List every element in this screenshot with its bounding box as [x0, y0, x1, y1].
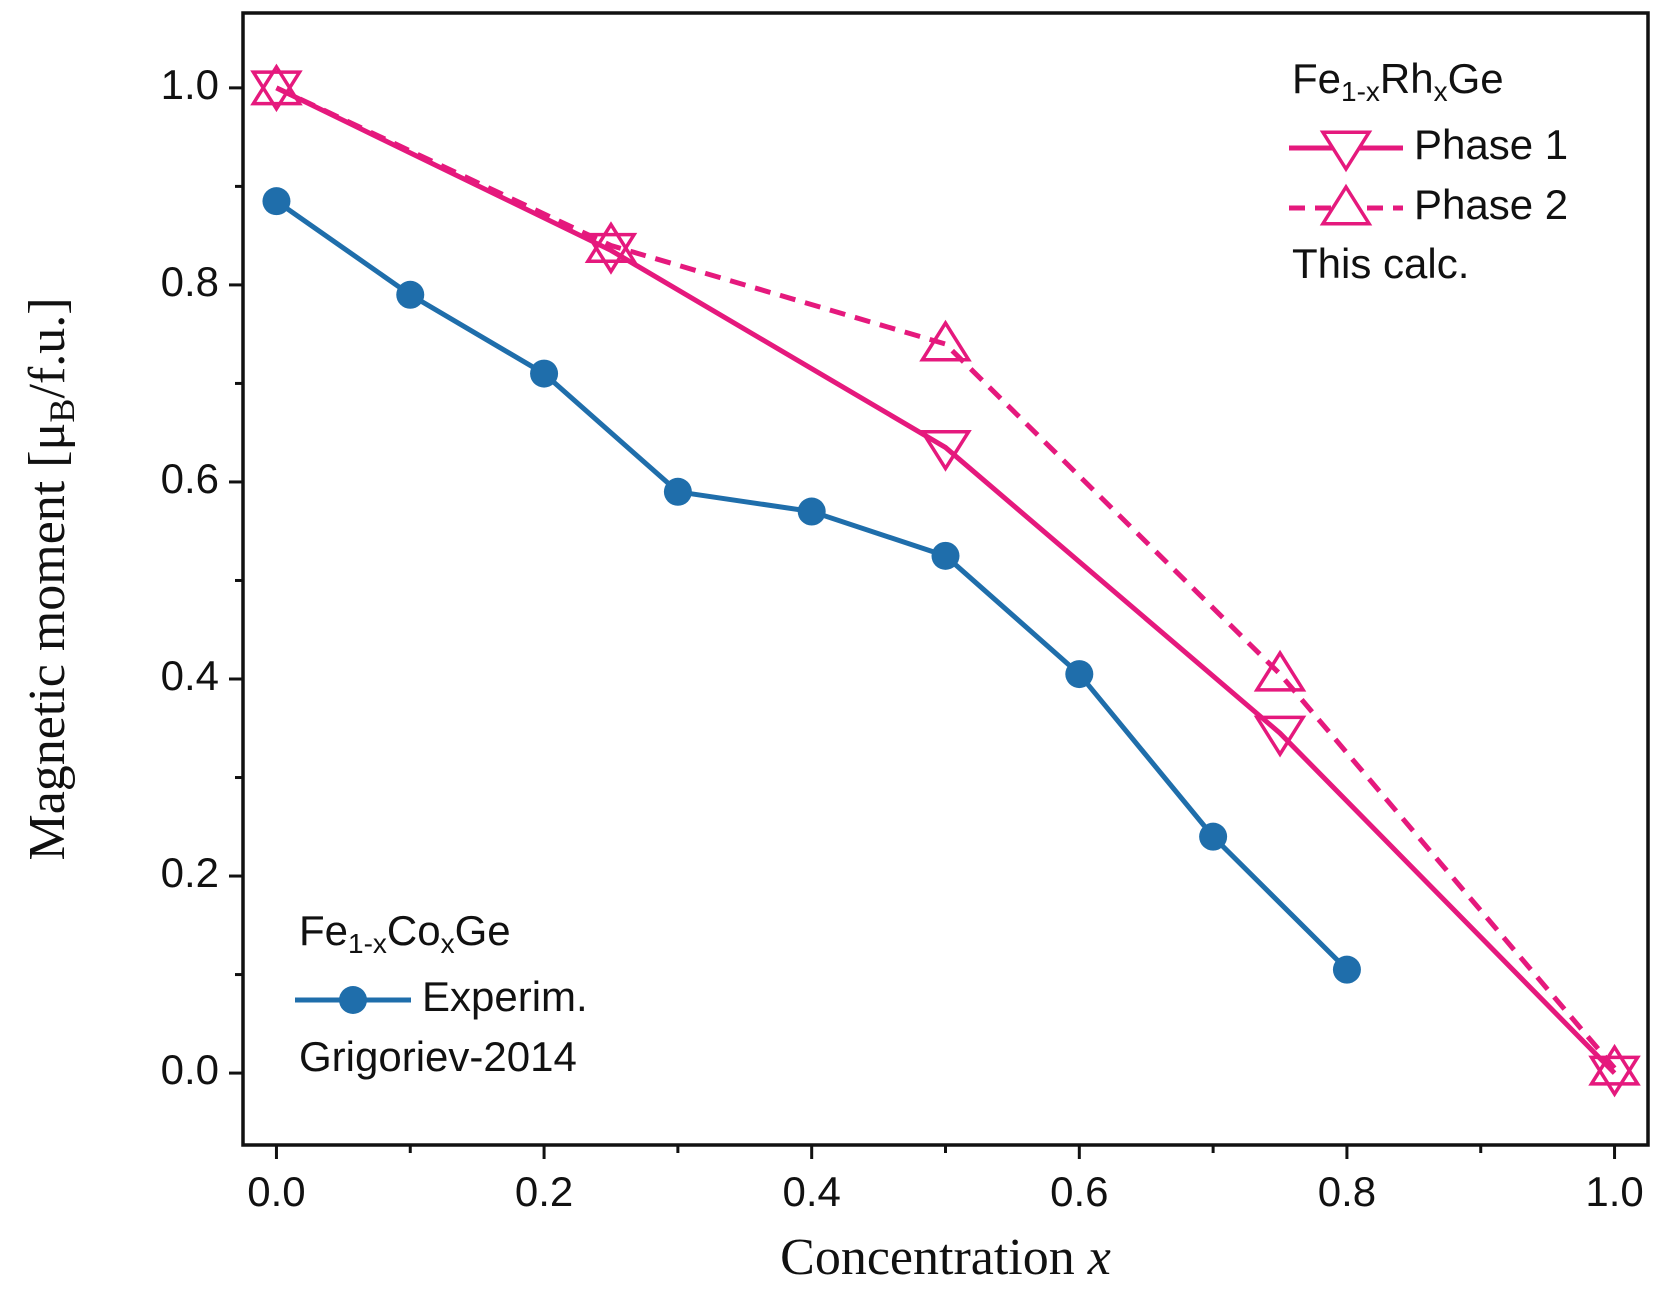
legend-title: Fe1-xCoxGe	[299, 907, 511, 959]
legend-label: Phase 2	[1414, 181, 1568, 228]
y-tick-label: 0.2	[161, 849, 219, 896]
point	[931, 541, 960, 570]
point	[1332, 955, 1361, 984]
legend-note: This calc.	[1292, 240, 1469, 287]
x-tick-label: 0.8	[1318, 1168, 1376, 1215]
point	[919, 319, 972, 362]
x-tick-label: 0.4	[782, 1168, 840, 1215]
legend-title-part: Rh	[1380, 55, 1434, 102]
y-axis-label: Magnetic moment [μB/f.u.]	[19, 297, 82, 860]
legend-title-part: Ge	[1448, 55, 1504, 102]
x-axis-label: Concentration x	[780, 1229, 1111, 1286]
y-tick-label: 0.0	[161, 1046, 219, 1093]
point	[250, 70, 303, 113]
series-line	[275, 85, 1617, 1070]
series-line	[275, 85, 1617, 1075]
y-tick-label: 0.4	[161, 652, 219, 699]
legend-marker	[1319, 130, 1373, 173]
point	[1065, 660, 1094, 689]
point	[663, 477, 692, 506]
legend-title-part: Fe	[1292, 55, 1341, 102]
legend-marker	[1319, 183, 1373, 226]
point	[250, 63, 303, 106]
y-tick-label: 1.0	[161, 61, 219, 108]
legend-label: Experim.	[422, 973, 588, 1020]
legend-marker	[339, 986, 367, 1014]
y-tick-label: 0.8	[161, 258, 219, 305]
x-tick-label: 0.0	[247, 1168, 305, 1215]
x-tick-label: 0.2	[515, 1168, 573, 1215]
point	[530, 359, 559, 388]
point	[262, 187, 291, 216]
legend-title-part: Ge	[455, 907, 511, 954]
x-tick-label: 0.6	[1050, 1168, 1108, 1215]
y-axis-label-part: /f.u.]	[19, 297, 76, 398]
legend-title-part: Fe	[299, 907, 348, 954]
point	[1253, 649, 1307, 692]
legend-label: Phase 1	[1414, 121, 1568, 168]
point	[797, 497, 826, 526]
legend-note: Grigoriev-2014	[299, 1033, 577, 1080]
point	[1199, 822, 1228, 851]
point	[1253, 715, 1307, 758]
legend-title-part: 1-x	[1341, 76, 1380, 107]
point	[584, 221, 638, 264]
x-axis-label-part: x	[1087, 1229, 1111, 1286]
y-axis-label-part: Magnetic moment [μ	[19, 423, 76, 861]
point	[1588, 1043, 1641, 1086]
point	[1588, 1055, 1641, 1098]
x-tick-label: 1.0	[1585, 1168, 1643, 1215]
legend-title: Fe1-xRhxGe	[1292, 55, 1504, 107]
series-line	[275, 199, 1349, 972]
point	[919, 429, 972, 472]
y-tick-label: 0.6	[161, 455, 219, 502]
legend-title-part: Co	[387, 907, 441, 954]
legend-title-part: x	[1434, 76, 1448, 107]
legend-title-part: x	[441, 928, 455, 959]
point	[584, 232, 638, 275]
x-axis-label-part: Concentration	[780, 1229, 1088, 1286]
y-axis-label-part: B	[42, 399, 82, 423]
legend-title-part: 1-x	[348, 928, 387, 959]
point	[396, 280, 425, 309]
